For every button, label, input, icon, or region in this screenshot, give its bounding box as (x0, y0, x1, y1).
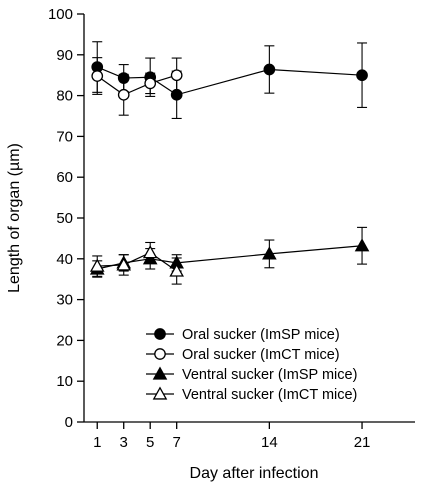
data-point (116, 257, 132, 271)
x-tick-label: 1 (93, 434, 101, 451)
y-tick-label: 60 (56, 169, 73, 186)
series-line (97, 66, 363, 96)
y-tick-label: 10 (56, 373, 73, 390)
legend-label: Oral sucker (ImSP mice) (182, 327, 340, 343)
data-point (89, 258, 105, 272)
y-tick-label: 80 (56, 88, 73, 105)
data-point (169, 263, 184, 277)
data-point (356, 69, 368, 82)
legend: Oral sucker (ImSP mice) Oral sucker (ImCT… (146, 327, 357, 403)
legend-item: Oral sucker (ImCT mice) (146, 347, 340, 363)
x-tick-label: 21 (354, 434, 371, 451)
series-line (96, 74, 177, 96)
legend-item: Ventral sucker (ImSP mice) (146, 366, 357, 383)
legend-marker (152, 366, 168, 380)
y-tick-label: 70 (56, 128, 73, 145)
y-tick-label: 20 (56, 332, 73, 349)
legend-marker (154, 348, 166, 360)
data-point (91, 70, 104, 82)
legend-item: Oral sucker (ImSP mice) (146, 327, 340, 343)
series-layer (89, 41, 370, 285)
legend-label: Ventral sucker (ImSP mice) (182, 367, 357, 383)
legend-marker (152, 386, 168, 400)
y-tick-label: 0 (65, 414, 73, 431)
x-tick-label: 14 (261, 434, 278, 451)
y-tick-label: 40 (56, 251, 73, 268)
x-tick-label: 3 (120, 434, 128, 451)
data-point (144, 77, 157, 90)
series-line (97, 245, 363, 270)
data-point (354, 238, 370, 252)
x-tick-label: 7 (173, 434, 181, 451)
y-tick-label: 50 (56, 210, 73, 227)
y-tick-label: 90 (56, 47, 73, 64)
data-point (262, 246, 277, 260)
legend-label: Oral sucker (ImCT mice) (182, 347, 340, 363)
series-4 (89, 241, 184, 285)
y-tick-label: 100 (48, 6, 73, 23)
axes: 0 10 20 30 40 50 60 70 80 90 100 1 3 5 7 14 21 (48, 6, 415, 451)
data-point (117, 88, 130, 101)
legend-marker (154, 328, 166, 340)
data-point (170, 69, 183, 82)
series-2 (91, 57, 183, 116)
series-1 (91, 41, 368, 119)
legend-item: Ventral sucker (ImCT mice) (146, 386, 357, 403)
x-axis-label: Day after infection (190, 465, 319, 482)
data-point (263, 63, 276, 76)
y-tick-label: 30 (56, 292, 73, 309)
x-tick-label: 5 (146, 434, 154, 451)
series-3 (89, 226, 370, 278)
y-axis-label: Length of organ (µm) (6, 143, 23, 293)
series-line (97, 251, 178, 272)
data-point (142, 245, 158, 259)
legend-label: Ventral sucker (ImCT mice) (182, 387, 357, 403)
